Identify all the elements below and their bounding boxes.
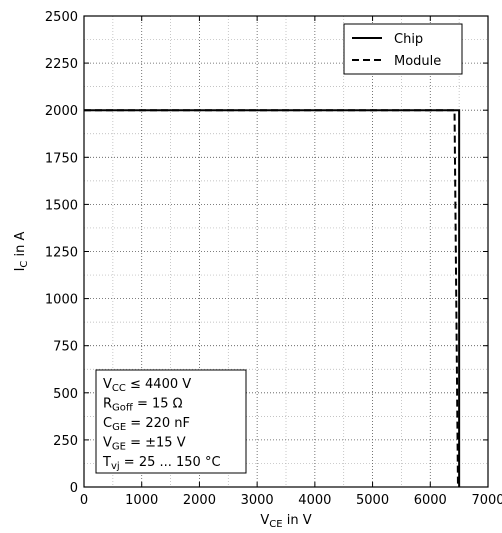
- condition-line: Tvj = 25 ... 150 °C: [102, 455, 221, 472]
- y-tick-label: 1500: [45, 198, 78, 213]
- text-run: I: [13, 268, 28, 272]
- x-tick-label: 1000: [125, 493, 158, 508]
- subscript: CE: [269, 519, 282, 530]
- x-tick-label: 3000: [241, 493, 274, 508]
- subscript: GE: [112, 422, 126, 433]
- legend-box: [343, 23, 463, 75]
- subscript: C: [19, 261, 30, 268]
- y-tick-label: 2000: [45, 104, 78, 119]
- conditions-frame: [95, 369, 247, 474]
- y-tick-label: 1250: [45, 246, 78, 261]
- text-run: T: [102, 455, 111, 470]
- text-run: R: [103, 397, 112, 412]
- axes: 0 1000 2000 3000 4000 5000 6000 7000 0 250 500 750 1…: [13, 10, 502, 530]
- y-tick-label: 1750: [45, 151, 78, 166]
- x-tick-label: 0: [80, 493, 88, 508]
- x-axis-label: VCE in V: [260, 513, 311, 530]
- legend-label: Chip: [394, 32, 423, 47]
- subscript: Goff: [112, 403, 134, 414]
- y-tick-label: 2500: [45, 10, 78, 25]
- y-tick-label: 0: [70, 481, 78, 496]
- x-tick-label: 4000: [298, 493, 331, 508]
- text-run: in A: [13, 231, 28, 260]
- series-line-module: [84, 109, 459, 488]
- legend-label: Module: [394, 54, 441, 69]
- data-series: [84, 109, 461, 488]
- x-tick-label: 2000: [183, 493, 216, 508]
- condition-line: VCC ≤ 4400 V: [103, 377, 191, 394]
- subscript: GE: [112, 442, 126, 453]
- y-tick-label: 750: [53, 340, 78, 355]
- text-run: C: [103, 416, 112, 431]
- text-run: = 15 Ω: [133, 397, 183, 412]
- x-tick-label: 7000: [471, 493, 502, 508]
- text-run: V: [260, 513, 269, 528]
- subscript: CC: [112, 383, 126, 394]
- y-tick-label: 500: [53, 387, 78, 402]
- subscript: vj: [111, 461, 120, 472]
- x-tick-label: 6000: [414, 493, 447, 508]
- text-run: = 25 ... 150 °C: [120, 455, 221, 470]
- y-tick-label: 2250: [45, 57, 78, 72]
- text-run: = 220 nF: [126, 416, 190, 431]
- y-tick-label: 250: [53, 434, 78, 449]
- condition-line: VGE = ±15 V: [103, 436, 186, 453]
- text-run: = ±15 V: [126, 436, 186, 451]
- text-run: in V: [283, 513, 312, 528]
- text-run: ≤ 4400 V: [126, 377, 191, 392]
- text-run: V: [103, 436, 112, 451]
- text-run: V: [103, 377, 112, 392]
- y-axis-label: IC in A: [13, 231, 30, 271]
- condition-line: RGoff = 15 Ω: [103, 397, 183, 414]
- x-tick-label: 5000: [356, 493, 389, 508]
- legend: Chip Module: [343, 23, 463, 75]
- condition-line: CGE = 220 nF: [103, 416, 190, 433]
- y-tick-label: 1000: [45, 293, 78, 308]
